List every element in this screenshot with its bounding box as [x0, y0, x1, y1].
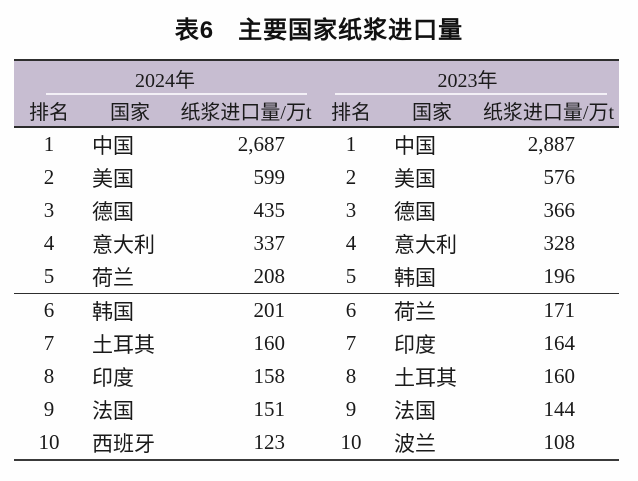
rank-cell: 5	[345, 264, 357, 288]
table-row: 3 德国 435 3 德国 366	[14, 194, 619, 227]
col-header-country-2023: 国家	[412, 102, 452, 124]
value-cell: 144	[543, 397, 576, 421]
country-cell: 波兰	[394, 431, 436, 456]
rank-cell: 7	[345, 331, 357, 355]
rank-cell: 4	[345, 231, 357, 255]
table-row: 1 中国 2,687 1 中国 2,887	[14, 128, 619, 161]
rank-cell: 2	[43, 165, 55, 189]
country-cell: 中国	[92, 133, 134, 158]
table-number: 表6	[174, 17, 215, 44]
country-cell: 韩国	[92, 299, 134, 324]
value-cell: 160	[253, 331, 286, 355]
table-row: 6 韩国 201 6 荷兰 171	[14, 293, 619, 327]
value-cell: 123	[253, 430, 286, 454]
rank-cell: 10	[340, 430, 362, 454]
table-body: 1 中国 2,687 1 中国 2,887 2 美国 599 2 美国 576 3 德国 435 3 德国 366…	[14, 128, 619, 459]
value-cell: 435	[253, 198, 286, 222]
country-cell: 西班牙	[92, 431, 155, 456]
rank-cell: 2	[345, 165, 357, 189]
value-cell: 196	[543, 264, 576, 288]
value-cell: 2,687	[237, 132, 285, 156]
rank-cell: 5	[43, 264, 55, 288]
col-header-rank-2024: 排名	[29, 102, 69, 124]
year-group-2023: 2023年	[316, 61, 619, 95]
value-cell: 160	[543, 364, 576, 388]
value-cell: 201	[253, 298, 286, 322]
rank-cell: 9	[345, 397, 357, 421]
year-group-2024: 2024年	[14, 61, 316, 95]
table-row: 2 美国 599 2 美国 576	[14, 161, 619, 194]
rank-cell: 9	[43, 397, 55, 421]
value-cell: 576	[543, 165, 576, 189]
value-cell: 164	[543, 331, 576, 355]
country-cell: 中国	[394, 133, 436, 158]
rank-cell: 6	[43, 298, 55, 322]
table-row: 4 意大利 337 4 意大利 328	[14, 227, 619, 260]
col-header-value-2024: 纸浆进口量/万t	[180, 102, 312, 124]
rank-cell: 10	[38, 430, 60, 454]
table-row: 8 印度 158 8 土耳其 160	[14, 360, 619, 393]
country-cell: 土耳其	[394, 365, 457, 390]
country-cell: 法国	[92, 398, 134, 423]
rank-cell: 3	[43, 198, 55, 222]
table-title: 主要国家纸浆进口量	[238, 17, 464, 44]
country-cell: 德国	[92, 199, 134, 224]
pulp-import-table: 2024年 2023年 排名 国家 纸浆进口量/万t 排名 国家 纸浆进口量/万…	[14, 59, 619, 461]
column-header-row: 排名 国家 纸浆进口量/万t 排名 国家 纸浆进口量/万t	[14, 95, 619, 128]
table-header: 2024年 2023年 排名 国家 纸浆进口量/万t 排名 国家 纸浆进口量/万…	[14, 61, 619, 128]
table-row: 10 西班牙 123 10 波兰 108	[14, 426, 619, 459]
value-cell: 2,887	[527, 132, 575, 156]
country-cell: 土耳其	[92, 332, 155, 357]
value-cell: 151	[253, 397, 286, 421]
table-row: 9 法国 151 9 法国 144	[14, 393, 619, 426]
rank-cell: 6	[345, 298, 357, 322]
col-header-country-2024: 国家	[110, 102, 150, 124]
country-cell: 美国	[92, 166, 134, 191]
country-cell: 荷兰	[92, 265, 134, 290]
country-cell: 印度	[92, 365, 134, 390]
value-cell: 366	[543, 198, 576, 222]
country-cell: 韩国	[394, 265, 436, 290]
country-cell: 荷兰	[394, 299, 436, 324]
rank-cell: 1	[43, 132, 55, 156]
country-cell: 德国	[394, 199, 436, 224]
value-cell: 337	[253, 231, 286, 255]
rank-cell: 8	[43, 364, 55, 388]
value-cell: 108	[543, 430, 576, 454]
rank-cell: 3	[345, 198, 357, 222]
value-cell: 208	[253, 264, 286, 288]
table-row: 5 荷兰 208 5 韩国 196	[14, 260, 619, 293]
rank-cell: 7	[43, 331, 55, 355]
table-caption: 表6 主要国家纸浆进口量	[0, 0, 638, 46]
country-cell: 意大利	[92, 232, 155, 257]
value-cell: 171	[543, 298, 576, 322]
value-cell: 328	[543, 231, 576, 255]
country-cell: 意大利	[394, 232, 457, 257]
rank-cell: 4	[43, 231, 55, 255]
rank-cell: 1	[345, 132, 357, 156]
rank-cell: 8	[345, 364, 357, 388]
table-row: 7 土耳其 160 7 印度 164	[14, 327, 619, 360]
year-header-row: 2024年 2023年	[14, 61, 619, 95]
country-cell: 法国	[394, 398, 436, 423]
value-cell: 158	[253, 364, 286, 388]
country-cell: 印度	[394, 332, 436, 357]
value-cell: 599	[253, 165, 286, 189]
col-header-rank-2023: 排名	[331, 102, 371, 124]
country-cell: 美国	[394, 166, 436, 191]
col-header-value-2023: 纸浆进口量/万t	[482, 102, 615, 124]
